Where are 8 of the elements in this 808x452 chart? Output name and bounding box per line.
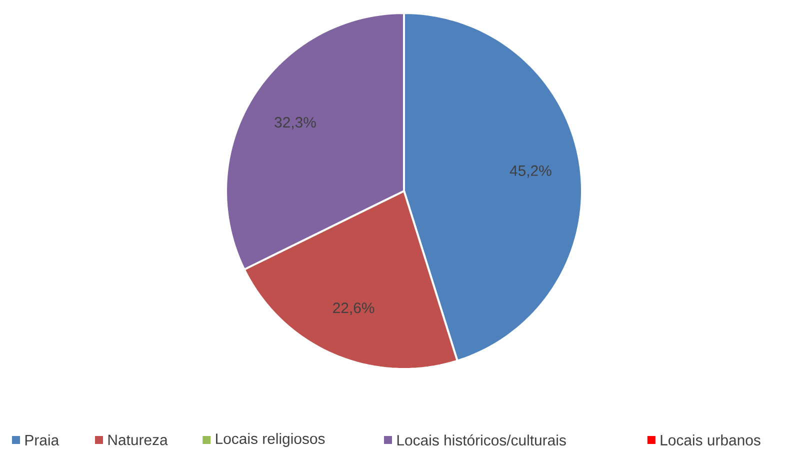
data-label: 22,6% <box>333 302 374 315</box>
legend-label: Natureza <box>108 434 168 446</box>
data-label: 32,3% <box>274 117 316 130</box>
legend-label: Praia <box>25 434 60 446</box>
legend-label: Locais religiosos <box>216 433 325 447</box>
legend-label: Locais urbanos <box>660 434 760 446</box>
legend-label: Locais históricos/culturais <box>397 434 566 446</box>
data-label: 45,2% <box>510 165 552 178</box>
